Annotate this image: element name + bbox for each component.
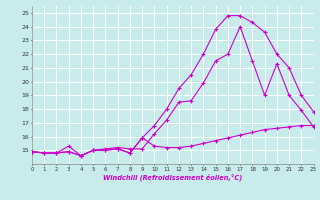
X-axis label: Windchill (Refroidissement éolien,°C): Windchill (Refroidissement éolien,°C): [103, 173, 243, 181]
